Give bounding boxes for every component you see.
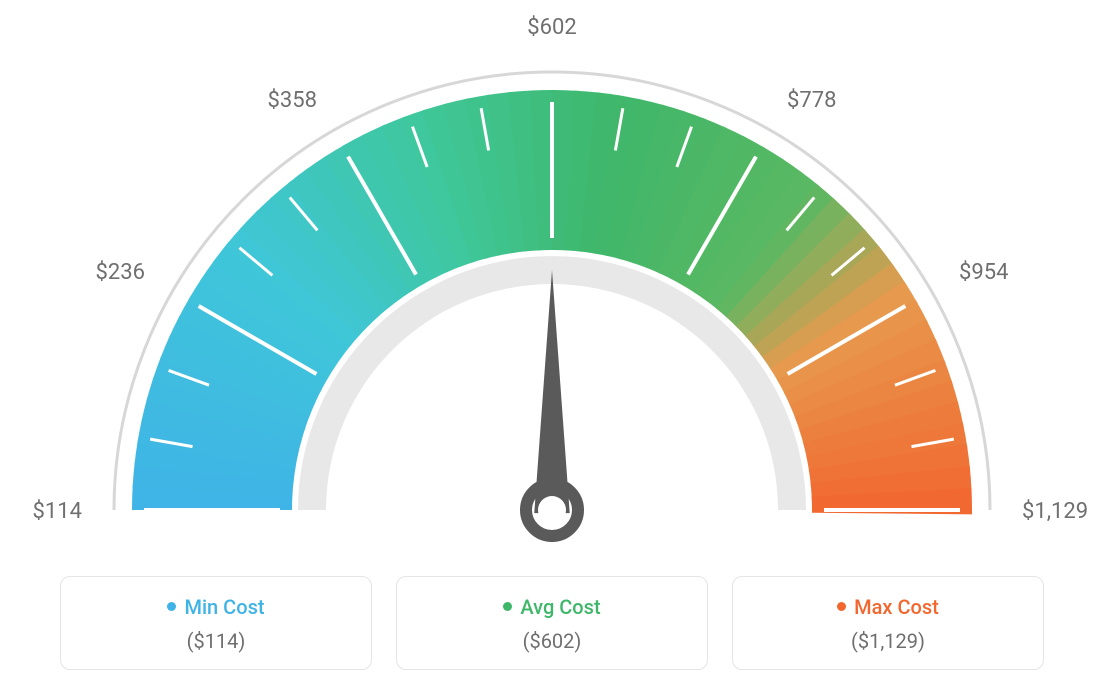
cost-gauge-container: $114 $236 $358 $602 $778 $954 $1,129 Min Cost …: [0, 0, 1104, 690]
gauge-needle-hub-inner: [538, 496, 566, 524]
legend-card-min: Min Cost ($114): [60, 576, 372, 670]
legend-card-max: Max Cost ($1,129): [732, 576, 1044, 670]
legend-label-max: Max Cost: [854, 595, 939, 619]
legend-dot-max: [837, 602, 846, 611]
gauge-svg: $114 $236 $358 $602 $778 $954 $1,129: [0, 10, 1104, 570]
legend-label-min: Min Cost: [184, 595, 264, 619]
legend-dot-min: [167, 602, 176, 611]
gauge-tick-label: $358: [268, 88, 317, 113]
gauge-tick-label: $954: [959, 260, 1008, 285]
gauge-tick-label: $778: [787, 88, 836, 113]
legend-title-max: Max Cost: [743, 595, 1033, 619]
gauge-tick-label: $236: [95, 260, 144, 285]
gauge-tick-label: $114: [33, 499, 82, 524]
legend-value-min: ($114): [71, 629, 361, 653]
gauge-chart: $114 $236 $358 $602 $778 $954 $1,129: [0, 10, 1104, 570]
gauge-tick-label: $602: [527, 15, 576, 40]
legend-title-min: Min Cost: [71, 595, 361, 619]
legend-label-avg: Avg Cost: [520, 595, 600, 619]
gauge-tick-label: $1,129: [1022, 499, 1088, 524]
legend-title-avg: Avg Cost: [407, 595, 697, 619]
legend-value-max: ($1,129): [743, 629, 1033, 653]
legend-dot-avg: [503, 602, 512, 611]
legend-row: Min Cost ($114) Avg Cost ($602) Max Cost…: [60, 576, 1044, 670]
gauge-needle: [534, 270, 569, 513]
legend-value-avg: ($602): [407, 629, 697, 653]
legend-card-avg: Avg Cost ($602): [396, 576, 708, 670]
